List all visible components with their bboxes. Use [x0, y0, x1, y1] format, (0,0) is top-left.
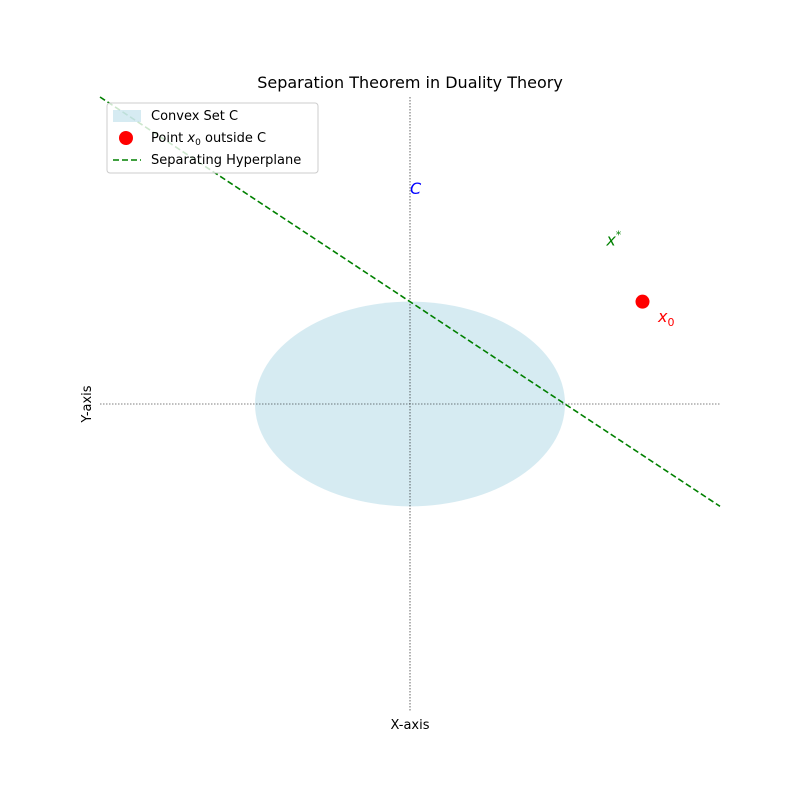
chart-title: Separation Theorem in Duality Theory — [257, 73, 563, 92]
legend-label-hyperplane: Separating Hyperplane — [151, 153, 301, 168]
annotation-x0-symbol: x — [657, 307, 668, 326]
y-axis-label: Y-axis — [80, 385, 95, 423]
annotation-x-star: x* — [605, 228, 621, 249]
legend-point-suffix: outside C — [201, 131, 266, 146]
legend-swatch-point — [119, 131, 133, 145]
plot-area: C x* x0 — [99, 96, 721, 711]
annotation-x0-subscript: 0 — [667, 316, 674, 329]
annotation-x0: x0 — [657, 307, 674, 329]
annotation-xstar-symbol: x — [605, 230, 616, 249]
legend-point-subscript: 0 — [195, 138, 201, 148]
legend-point-prefix: Point — [151, 131, 187, 146]
legend-label-convex-set: Convex Set C — [151, 109, 238, 124]
x-axis-label: X-axis — [391, 718, 430, 733]
annotation-xstar-superscript: * — [616, 228, 622, 241]
legend-point-symbol: x — [186, 131, 195, 146]
legend-box — [106, 102, 319, 174]
annotation-c-symbol: C — [410, 179, 422, 198]
legend-swatch-convex-set — [113, 110, 141, 122]
legend: Convex Set C Point x0 outside C Separati… — [106, 102, 319, 174]
annotation-c: C — [410, 179, 422, 198]
point-x0-marker — [635, 294, 650, 309]
separating-hyperplane-line — [99, 96, 721, 508]
legend-label-point: Point x0 outside C — [151, 131, 266, 148]
